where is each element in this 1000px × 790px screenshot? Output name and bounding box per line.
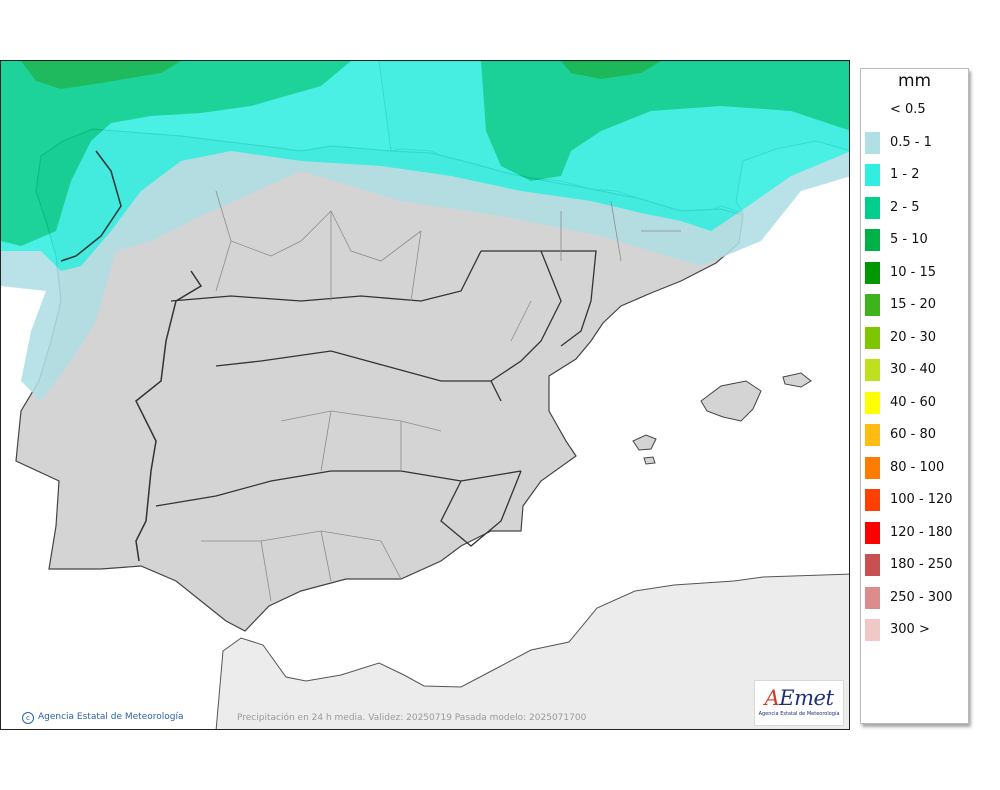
legend-swatch bbox=[865, 229, 880, 251]
copyright-icon: c bbox=[22, 712, 34, 724]
portugal-border-south bbox=[135, 270, 203, 562]
precipitation-legend: mm < 0.5 0.5 - 1 1 - 2 2 - 5 5 - 10 10 - 15 15… bbox=[860, 68, 969, 724]
legend-swatch bbox=[865, 131, 880, 154]
legend-swatch bbox=[865, 196, 880, 219]
legend-swatch bbox=[865, 586, 880, 609]
legend-label: 60 - 80 bbox=[890, 427, 937, 442]
legend-swatch bbox=[865, 164, 880, 186]
legend-swatch bbox=[865, 261, 880, 284]
legend-label: 20 - 30 bbox=[890, 329, 937, 345]
precip-5-10-area-north bbox=[561, 61, 661, 79]
legend-row: 80 - 100 bbox=[865, 456, 965, 479]
aemet-logo-subtitle: Agencia Estatal de Meteorología bbox=[758, 711, 840, 717]
legend-label: 80 - 100 bbox=[890, 459, 945, 475]
legend-label: 100 - 120 bbox=[890, 492, 953, 507]
legend-label: 120 - 180 bbox=[890, 524, 953, 540]
region-border-castilla bbox=[170, 250, 482, 302]
legend-swatch bbox=[865, 326, 880, 349]
legend-swatch bbox=[865, 391, 880, 414]
legend-row: 1 - 2 bbox=[865, 164, 965, 186]
legend-row: 5 - 10 bbox=[865, 229, 965, 251]
region-border-east bbox=[481, 250, 562, 382]
formentera-island bbox=[643, 456, 656, 465]
legend-swatch bbox=[865, 456, 880, 479]
ibiza-island bbox=[632, 434, 657, 451]
legend-row: 120 - 180 bbox=[865, 521, 965, 544]
legend-row: 250 - 300 bbox=[865, 586, 965, 609]
legend-swatch bbox=[865, 521, 880, 544]
legend-row: 10 - 15 bbox=[865, 261, 965, 284]
legend-label: 1 - 2 bbox=[890, 167, 920, 182]
legend-swatch bbox=[865, 424, 880, 446]
legend-row: 15 - 20 bbox=[865, 294, 965, 316]
legend-row: 30 - 40 bbox=[865, 359, 965, 381]
mallorca-island bbox=[700, 380, 762, 422]
precip-2-5-area bbox=[1, 61, 351, 246]
aemet-logo: AEmet Agencia Estatal de Meteorología bbox=[754, 680, 844, 726]
precipitation-layer bbox=[1, 61, 849, 401]
precip-2-5-area-east bbox=[481, 61, 849, 181]
legend-label: 5 - 10 bbox=[890, 232, 928, 247]
menorca-island bbox=[782, 372, 812, 388]
legend-swatch bbox=[865, 554, 880, 576]
aemet-logo-wordmark: AEmet bbox=[764, 686, 834, 710]
legend-swatch bbox=[865, 359, 880, 381]
legend-label: 0.5 - 1 bbox=[890, 134, 932, 150]
legend-swatch bbox=[865, 619, 880, 641]
legend-row: 100 - 120 bbox=[865, 489, 965, 511]
region-border-murcia bbox=[440, 470, 522, 547]
legend-label: 40 - 60 bbox=[890, 394, 937, 410]
borders-layer bbox=[60, 150, 681, 602]
legend-label: < 0.5 bbox=[890, 102, 926, 117]
legend-label: 250 - 300 bbox=[890, 589, 953, 605]
legend-row: < 0.5 bbox=[865, 99, 965, 121]
map-canvas bbox=[1, 61, 849, 729]
legend-row: 180 - 250 bbox=[865, 554, 965, 576]
map-caption: Precipitación en 24 h media. Validez: 20… bbox=[237, 713, 587, 723]
north-africa-land bbox=[215, 573, 849, 729]
legend-row: 40 - 60 bbox=[865, 391, 965, 414]
legend-row: 60 - 80 bbox=[865, 424, 965, 446]
legend-label: 15 - 20 bbox=[890, 297, 937, 312]
legend-row: 0.5 - 1 bbox=[865, 131, 965, 154]
legend-label: 2 - 5 bbox=[890, 199, 920, 215]
legend-unit: mm bbox=[897, 71, 932, 91]
legend-row: 300 > bbox=[865, 619, 965, 641]
legend-label: 30 - 40 bbox=[890, 362, 937, 377]
legend-row: 2 - 5 bbox=[865, 196, 965, 219]
province-lines bbox=[201, 190, 681, 602]
legend-label: 300 > bbox=[890, 622, 930, 637]
agency-credit: c Agencia Estatal de Meteorología bbox=[22, 712, 184, 724]
legend-label: 10 - 15 bbox=[890, 264, 937, 280]
precipitation-map bbox=[0, 60, 850, 730]
legend-row: 20 - 30 bbox=[865, 326, 965, 349]
legend-swatch bbox=[865, 294, 880, 316]
legend-label: 180 - 250 bbox=[890, 557, 953, 572]
portugal-border bbox=[60, 150, 122, 262]
legend-swatch bbox=[865, 489, 880, 511]
precip-5-10-area bbox=[21, 61, 181, 89]
region-border-aragon bbox=[541, 250, 597, 347]
agency-credit-text: Agencia Estatal de Meteorología bbox=[38, 712, 184, 722]
